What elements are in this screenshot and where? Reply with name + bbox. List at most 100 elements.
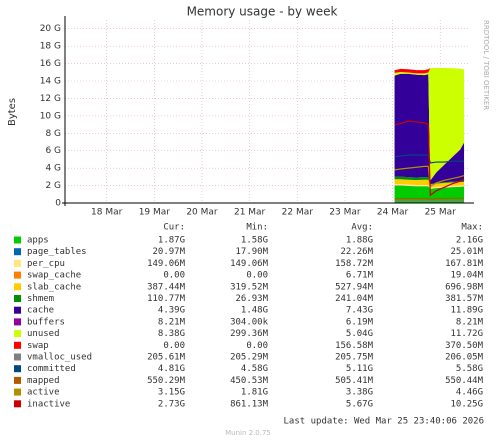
legend-stat: 450.53M (230, 376, 269, 386)
legend-stat: 381.57M (445, 294, 484, 304)
footer: Munin 2.0.75 (225, 429, 271, 437)
legend-stat: 1.81G (241, 388, 268, 398)
legend-swatch (14, 295, 21, 302)
y-tick-label: 2 G (45, 181, 61, 191)
area (394, 179, 465, 188)
legend-stat: 8.21M (158, 317, 186, 327)
line (394, 120, 465, 197)
y-tick-label: 20 G (40, 24, 61, 34)
legend-label: apps (27, 236, 49, 246)
legend-label: page_tables (27, 247, 87, 257)
legend-stat: 6.19M (346, 317, 374, 327)
legend-stat: 205.29M (230, 353, 269, 363)
column-header: Max: (461, 223, 483, 233)
legend-stat: 25.01M (450, 247, 483, 257)
area (394, 67, 465, 74)
x-tick-label: 18 Mar (91, 208, 123, 218)
last-update: Last update: Wed Mar 25 23:40:06 2026 (284, 417, 484, 427)
legend-swatch (14, 353, 21, 361)
legend-stat: 241.04M (335, 294, 374, 304)
legend-label: vmalloc_used (27, 353, 92, 363)
legend-label: swap (27, 341, 49, 351)
legend-swatch (14, 259, 21, 267)
x-tick-label: 19 Mar (139, 208, 171, 218)
legend-stat: 11.89G (450, 306, 483, 316)
legend-stat: 10.25G (450, 399, 483, 409)
y-tick-label: 10 G (40, 111, 61, 121)
legend-stat: 8.21M (456, 317, 484, 327)
legend-stat: 110.77M (147, 294, 186, 304)
legend-label: swap_cache (27, 271, 81, 281)
legend-stat: 19.04M (450, 271, 483, 281)
legend-stat: 5.58G (456, 364, 483, 374)
legend-stat: 527.94M (335, 282, 374, 292)
legend-stat: 158.72M (335, 259, 374, 269)
legend-stat: 5.04G (346, 329, 373, 339)
legend-swatch (14, 318, 21, 326)
legend-swatch (14, 271, 21, 279)
legend-stat: 2.16G (456, 236, 483, 246)
x-tick-label: 21 Mar (234, 208, 266, 218)
legend-swatch (14, 400, 21, 408)
area (394, 176, 465, 185)
legend-stat: 861.13M (230, 399, 269, 409)
area (394, 67, 465, 181)
column-header: Avg: (351, 223, 373, 233)
legend-label: unused (27, 329, 60, 339)
x-tick-label: 23 Mar (329, 208, 361, 218)
legend-stat: 7.43G (346, 306, 373, 316)
legend-stat: 2.73G (158, 399, 185, 409)
y-axis-label: Bytes (7, 98, 18, 126)
legend-label: inactive (27, 399, 70, 409)
y-tick-label: 8 G (45, 129, 61, 139)
y-tick-label: 14 G (40, 77, 61, 87)
legend-stat: 22.26M (340, 247, 373, 257)
legend-stat: 205.61M (147, 353, 186, 363)
legend-stat: 5.67G (346, 399, 373, 409)
chart-title: Memory usage - by week (187, 5, 338, 19)
legend-label: slab_cache (27, 282, 81, 292)
legend-stat: 8.38G (158, 329, 185, 339)
legend-stat: 1.58G (241, 236, 268, 246)
area (394, 73, 465, 185)
y-tick-label: 12 G (40, 94, 61, 104)
legend-swatch (14, 388, 21, 396)
area (394, 184, 465, 189)
legend-stat: 149.06M (230, 259, 269, 269)
legend-stat: 370.50M (445, 341, 484, 351)
legend-stat: 156.58M (335, 341, 374, 351)
legend-stat: 1.48G (241, 306, 268, 316)
legend-label: active (27, 388, 60, 398)
legend-swatch (14, 365, 21, 373)
legend-stat: 0.00 (246, 341, 268, 351)
legend-stat: 26.93M (235, 294, 268, 304)
legend-stat: 167.81M (445, 259, 484, 269)
legend-stat: 550.44M (445, 376, 484, 386)
legend-swatch (14, 341, 21, 349)
column-header: Min: (246, 223, 268, 233)
legend-stat: 4.46G (456, 388, 483, 398)
legend-stat: 696.98M (445, 282, 484, 292)
y-tick-label: 6 G (45, 146, 61, 156)
legend-label: buffers (27, 317, 65, 327)
legend-swatch (14, 306, 21, 314)
legend-swatch (14, 248, 21, 256)
legend-stat: 4.58G (241, 364, 268, 374)
legend-stat: 4.39G (158, 306, 185, 316)
line (394, 197, 465, 200)
x-tick-label: 22 Mar (282, 208, 314, 218)
legend-stat: 550.29M (147, 376, 186, 386)
legend-stat: 319.52M (230, 282, 269, 292)
legend-stat: 149.06M (147, 259, 186, 269)
legend-label: per_cpu (27, 259, 65, 269)
column-header: Cur: (163, 223, 185, 233)
legend-stat: 3.15G (158, 388, 185, 398)
legend-stat: 304.00k (230, 317, 269, 327)
legend-stat: 505.41M (335, 376, 374, 386)
legend-stat: 299.36M (230, 329, 269, 339)
y-tick-label: 4 G (45, 164, 61, 174)
legend-label: mapped (27, 376, 60, 386)
y-tick-label: 16 G (40, 59, 61, 69)
y-tick-label: 0 (55, 199, 61, 209)
